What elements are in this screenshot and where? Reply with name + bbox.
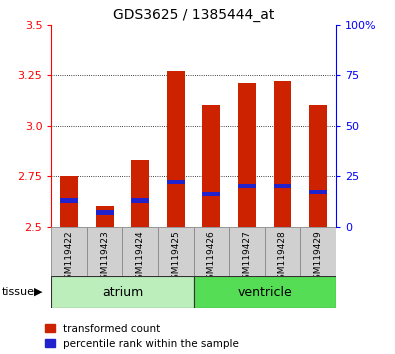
Bar [96, 206, 114, 227]
Bar [131, 160, 149, 227]
Bar [51, 276, 194, 308]
Legend: transformed count, percentile rank within the sample: transformed count, percentile rank withi… [45, 324, 239, 349]
Bar [131, 198, 149, 202]
Text: ventricle: ventricle [237, 286, 292, 298]
Bar [202, 192, 220, 196]
Text: GSM119427: GSM119427 [243, 230, 251, 285]
Text: tissue: tissue [2, 287, 35, 297]
Bar [274, 184, 292, 188]
Title: GDS3625 / 1385444_at: GDS3625 / 1385444_at [113, 8, 274, 22]
Bar [300, 227, 336, 276]
Bar [51, 227, 87, 276]
Bar [238, 83, 256, 227]
Bar [309, 105, 327, 227]
Bar [87, 227, 122, 276]
Bar [158, 227, 194, 276]
Text: GSM119422: GSM119422 [65, 230, 73, 285]
Bar [238, 184, 256, 188]
Bar [122, 227, 158, 276]
Bar [194, 227, 229, 276]
Text: GSM119426: GSM119426 [207, 230, 216, 285]
Text: GSM119423: GSM119423 [100, 230, 109, 285]
Bar [60, 198, 78, 202]
Bar [96, 210, 114, 215]
Bar [60, 176, 78, 227]
Bar [202, 105, 220, 227]
Bar [229, 227, 265, 276]
Bar [167, 71, 184, 227]
Text: GSM119424: GSM119424 [136, 230, 145, 285]
Bar [309, 190, 327, 194]
Bar [194, 276, 336, 308]
Bar [274, 81, 292, 227]
Bar [265, 227, 300, 276]
Bar [167, 180, 184, 184]
Text: GSM119429: GSM119429 [314, 230, 322, 285]
Text: GSM119428: GSM119428 [278, 230, 287, 285]
Text: ▶: ▶ [34, 287, 42, 297]
Text: GSM119425: GSM119425 [171, 230, 180, 285]
Text: atrium: atrium [102, 286, 143, 298]
